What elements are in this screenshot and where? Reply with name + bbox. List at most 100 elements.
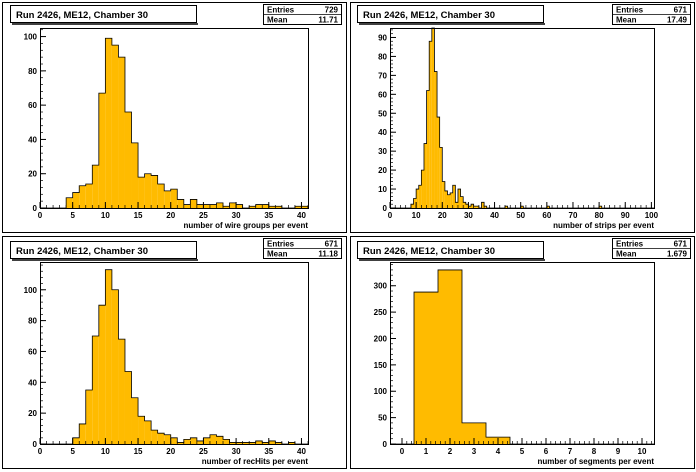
histogram-bar [229, 202, 237, 208]
stats-mean-label: Mean [267, 250, 288, 259]
x-tick-label: 10 [412, 211, 421, 220]
plot-frame [40, 262, 309, 445]
histogram-bar [196, 204, 204, 208]
y-tick-label: 70 [378, 71, 387, 80]
histogram-bar [98, 93, 106, 208]
histogram-bar [431, 28, 435, 208]
histogram-bar [476, 206, 479, 208]
x-tick-label: 0 [388, 211, 393, 220]
y-tick-label: 100 [374, 387, 388, 396]
y-tick-label: 0 [33, 204, 38, 213]
plot-frame [390, 262, 655, 445]
histogram-title: Run 2426, ME12, Chamber 30 [16, 10, 148, 21]
y-tick-label: 300 [374, 282, 388, 291]
histogram-bar [421, 170, 424, 208]
histogram-bar [455, 202, 458, 208]
histogram-bar [131, 397, 139, 444]
histogram-bar [481, 202, 485, 208]
y-tick-label: 20 [378, 166, 387, 175]
histogram-bar [450, 192, 453, 208]
histogram-bar [203, 437, 210, 444]
x-tick-label: 0 [38, 211, 43, 220]
histogram-bar [418, 185, 422, 208]
histogram-bar [151, 175, 158, 208]
histogram-title: Run 2426, ME12, Chamber 30 [363, 246, 495, 257]
y-tick-label: 60 [378, 90, 387, 99]
histogram-bar [505, 206, 508, 208]
y-tick-label: 100 [24, 286, 38, 295]
x-tick-label: 8 [592, 447, 597, 456]
histogram-bar [484, 206, 487, 208]
histogram-bar [170, 189, 178, 208]
histogram-bar [209, 434, 217, 444]
histogram-bar [177, 442, 184, 444]
histogram-bar [437, 117, 440, 208]
x-axis-label: number of segments per event [538, 457, 655, 466]
x-tick-label: 15 [134, 447, 143, 456]
y-tick-label: 60 [28, 347, 37, 356]
panel-frame [350, 236, 695, 469]
y-tick-label: 100 [24, 33, 38, 42]
x-tick-label: 25 [199, 447, 208, 456]
histogram-bar [301, 206, 308, 208]
x-tick-label: 5 [520, 447, 525, 456]
histogram-bar [463, 202, 466, 208]
y-tick-label: 20 [28, 170, 37, 179]
histogram-bar [434, 71, 438, 208]
stats-entries-value: 671 [674, 6, 688, 15]
histogram-bar [462, 422, 486, 444]
histogram-bar [473, 206, 477, 208]
histogram-title: Run 2426, ME12, Chamber 30 [363, 10, 495, 21]
x-axis-label: number of wire groups per event [184, 221, 309, 230]
histogram-bar [209, 204, 217, 208]
x-tick-label: 40 [297, 211, 306, 220]
y-tick-label: 0 [383, 204, 388, 213]
x-tick-label: 80 [595, 211, 604, 220]
x-tick-label: 40 [297, 447, 306, 456]
histogram-bar [599, 206, 602, 208]
histogram-bar [426, 90, 430, 208]
x-axis-ticks: 0 10 20 30 40 50 60 70 80 90 100 [388, 202, 659, 220]
y-tick-label: 150 [374, 361, 388, 370]
stats-mean-label: Mean [616, 250, 637, 259]
y-tick-label: 40 [28, 135, 37, 144]
panel-frame [350, 2, 695, 233]
histogram-bar [190, 199, 197, 208]
histogram-bar [144, 173, 152, 208]
stats-entries-value: 671 [325, 240, 339, 249]
histogram-bar [268, 206, 276, 208]
y-tick-label: 60 [28, 101, 37, 110]
histogram-bar [72, 192, 80, 208]
histogram-bar [85, 184, 93, 208]
stats-entries-label: Entries [616, 240, 644, 249]
y-tick-label: 80 [28, 67, 37, 76]
histogram-bar [223, 439, 230, 444]
histogram-bar [151, 430, 158, 444]
histogram-bar [438, 269, 462, 444]
histogram-bar [190, 437, 197, 444]
x-axis-ticks: 0 5 10 15 20 25 30 35 40 [38, 202, 309, 220]
stats-entries-label: Entries [616, 6, 644, 15]
histogram-bar [79, 185, 86, 208]
histogram-bar [223, 206, 230, 208]
histogram-bar [429, 41, 432, 209]
x-tick-label: 0 [400, 447, 405, 456]
histogram-bar [255, 440, 263, 444]
stats-mean-label: Mean [616, 16, 637, 25]
histogram-bar [92, 336, 99, 444]
x-tick-label: 20 [438, 211, 447, 220]
histogram-bar [164, 190, 171, 208]
histogram-bar [72, 437, 80, 444]
stats-entries-label: Entries [267, 6, 295, 15]
x-tick-label: 35 [264, 447, 273, 456]
histogram-bar [98, 305, 106, 444]
histogram-bar [249, 442, 256, 444]
x-tick-label: 35 [264, 211, 273, 220]
histogram-bar [457, 189, 461, 208]
x-tick-label: 2 [448, 447, 453, 456]
histogram-bar [268, 440, 276, 444]
histogram-bar [447, 194, 451, 208]
x-tick-label: 100 [645, 211, 659, 220]
x-tick-label: 40 [490, 211, 499, 220]
